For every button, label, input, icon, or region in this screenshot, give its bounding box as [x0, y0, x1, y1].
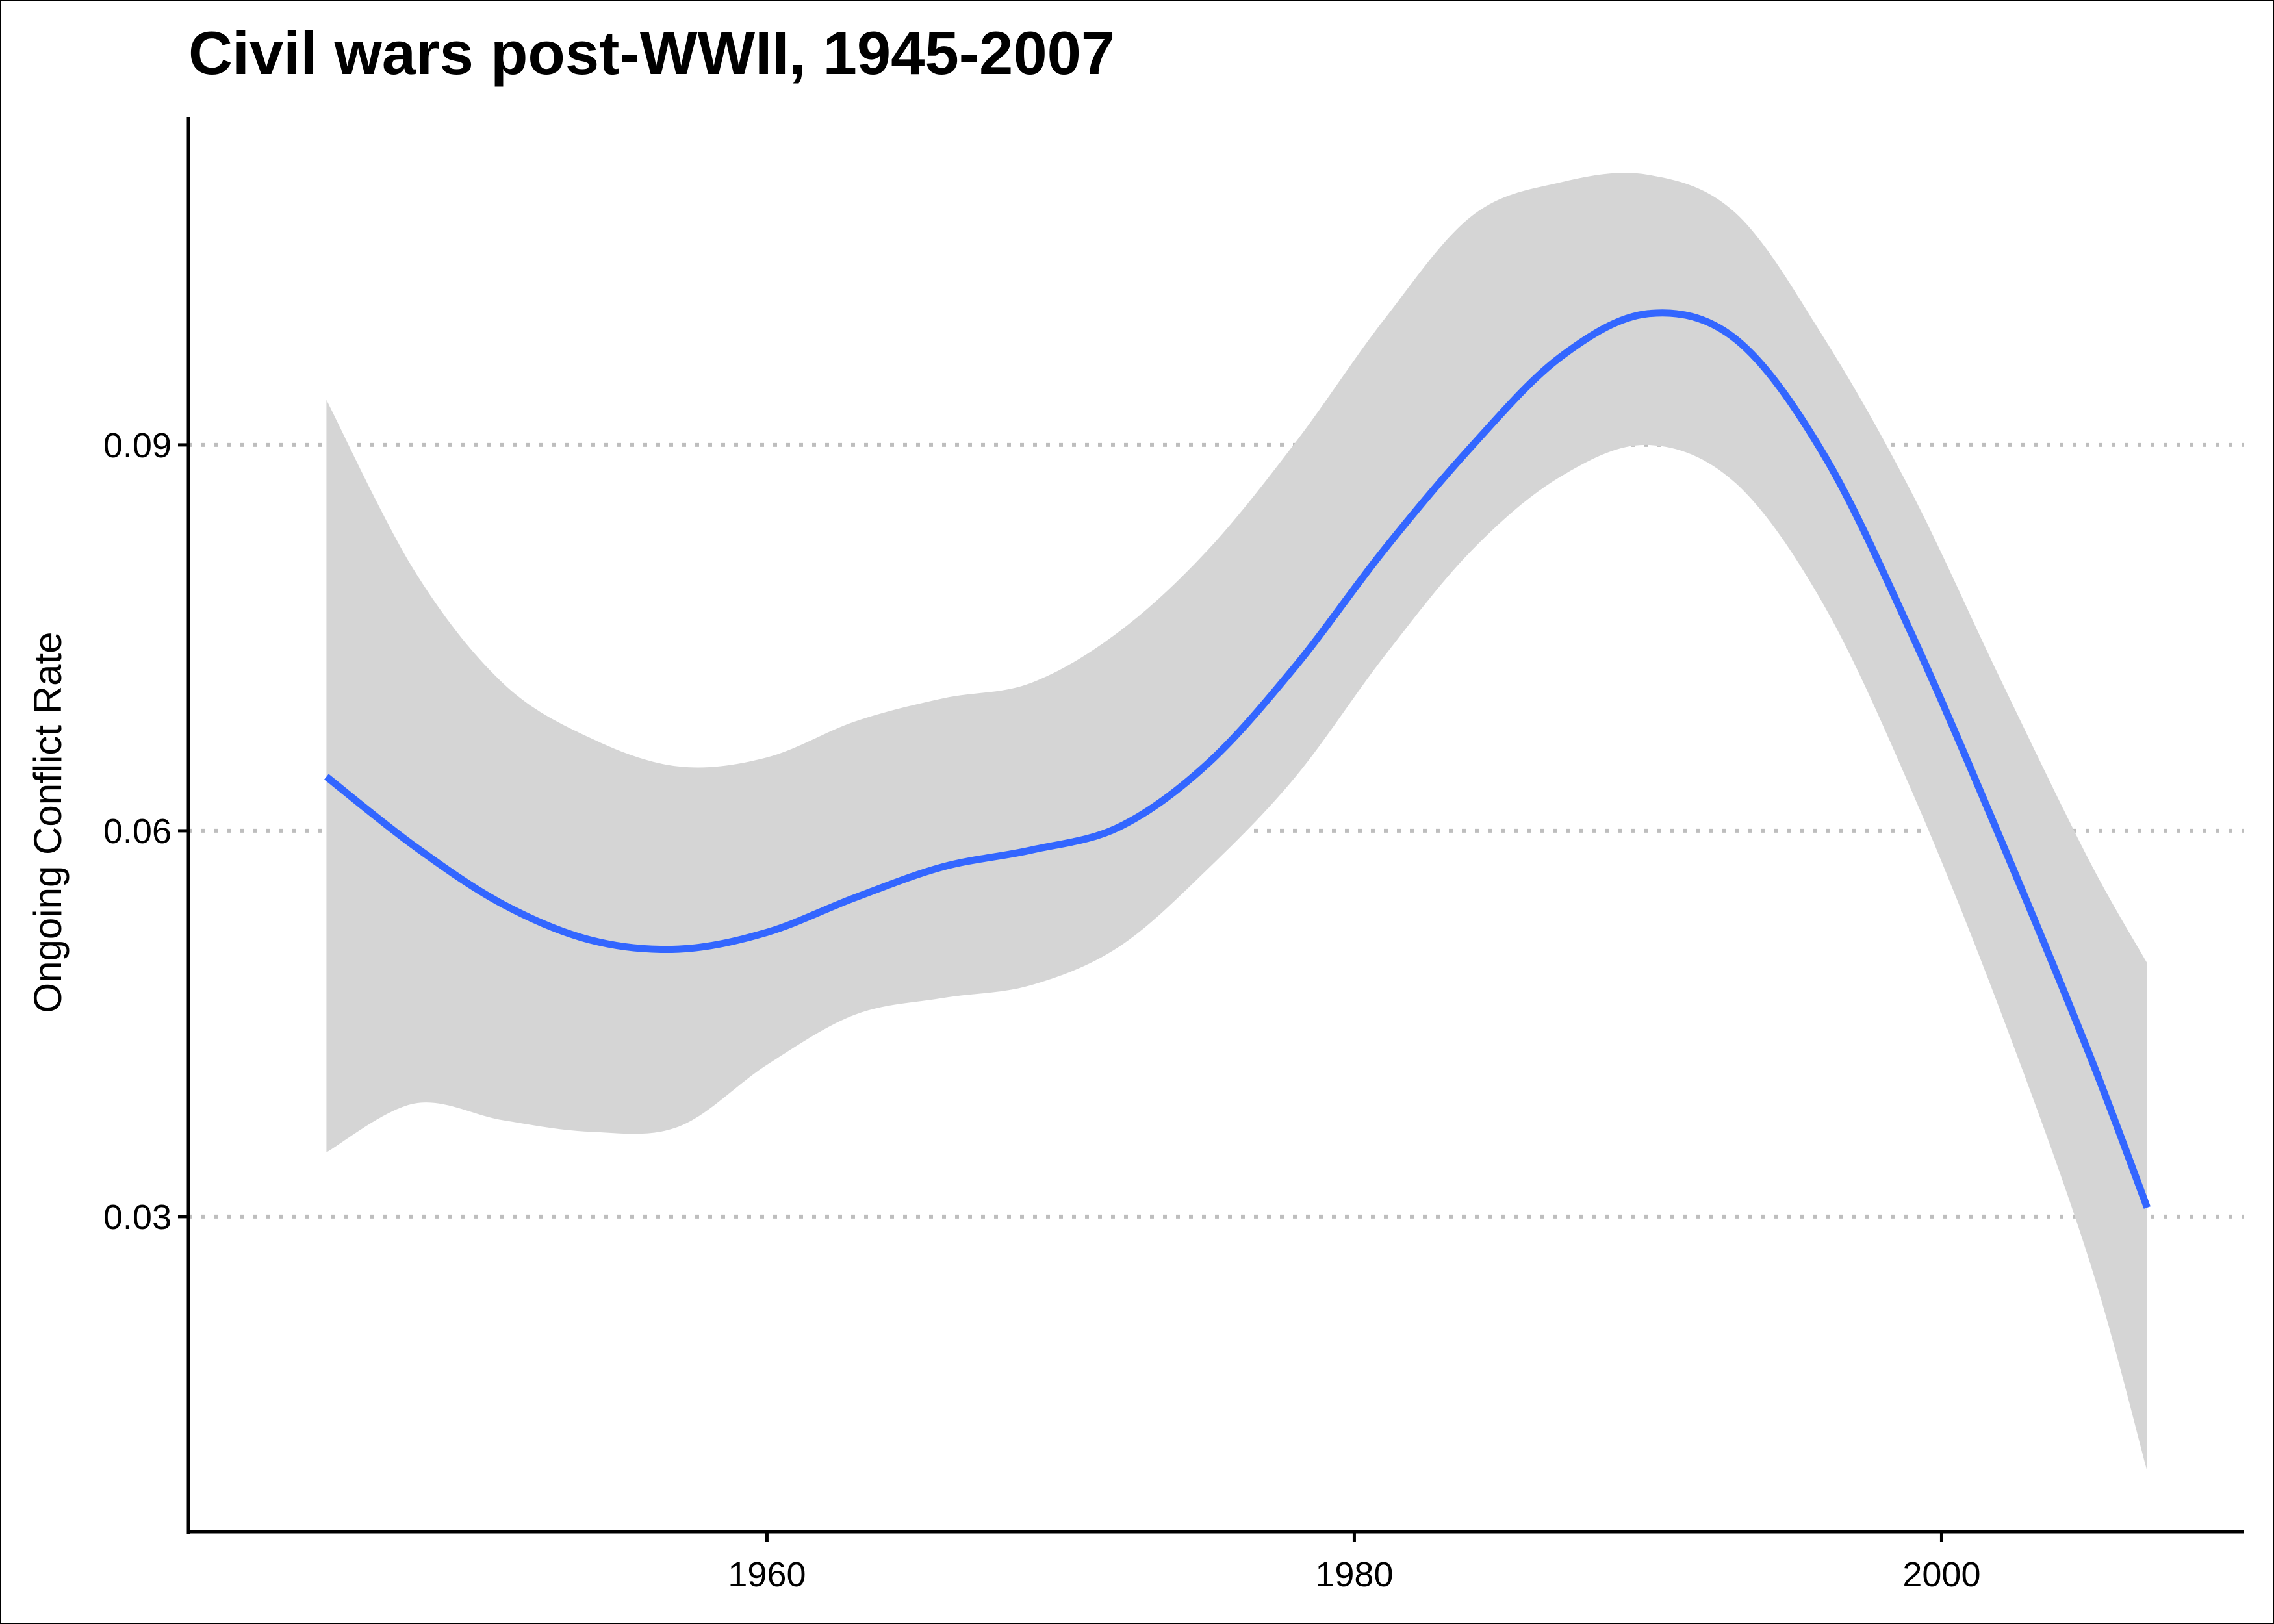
- x-tick-label: 1960: [728, 1555, 806, 1594]
- y-tick-label: 0.09: [103, 426, 172, 465]
- series-line: [324, 309, 2151, 1209]
- x-tick-label: 1980: [1315, 1555, 1393, 1594]
- y-axis-title: Ongoing Conflict Rate: [26, 632, 70, 1013]
- y-tick-label: 0.03: [103, 1198, 172, 1237]
- line-layer: [324, 309, 2151, 1209]
- chart-title: Civil wars post-WWII, 1945-2007: [188, 19, 1115, 87]
- x-tick-label: 2000: [1902, 1555, 1980, 1594]
- axis-layer: 0.03 0.06 0.09 1960 1980 2000: [103, 117, 2244, 1594]
- ribbon-layer: [326, 173, 2147, 1471]
- y-tick-label: 0.06: [103, 812, 172, 851]
- confidence-band: [326, 173, 2147, 1471]
